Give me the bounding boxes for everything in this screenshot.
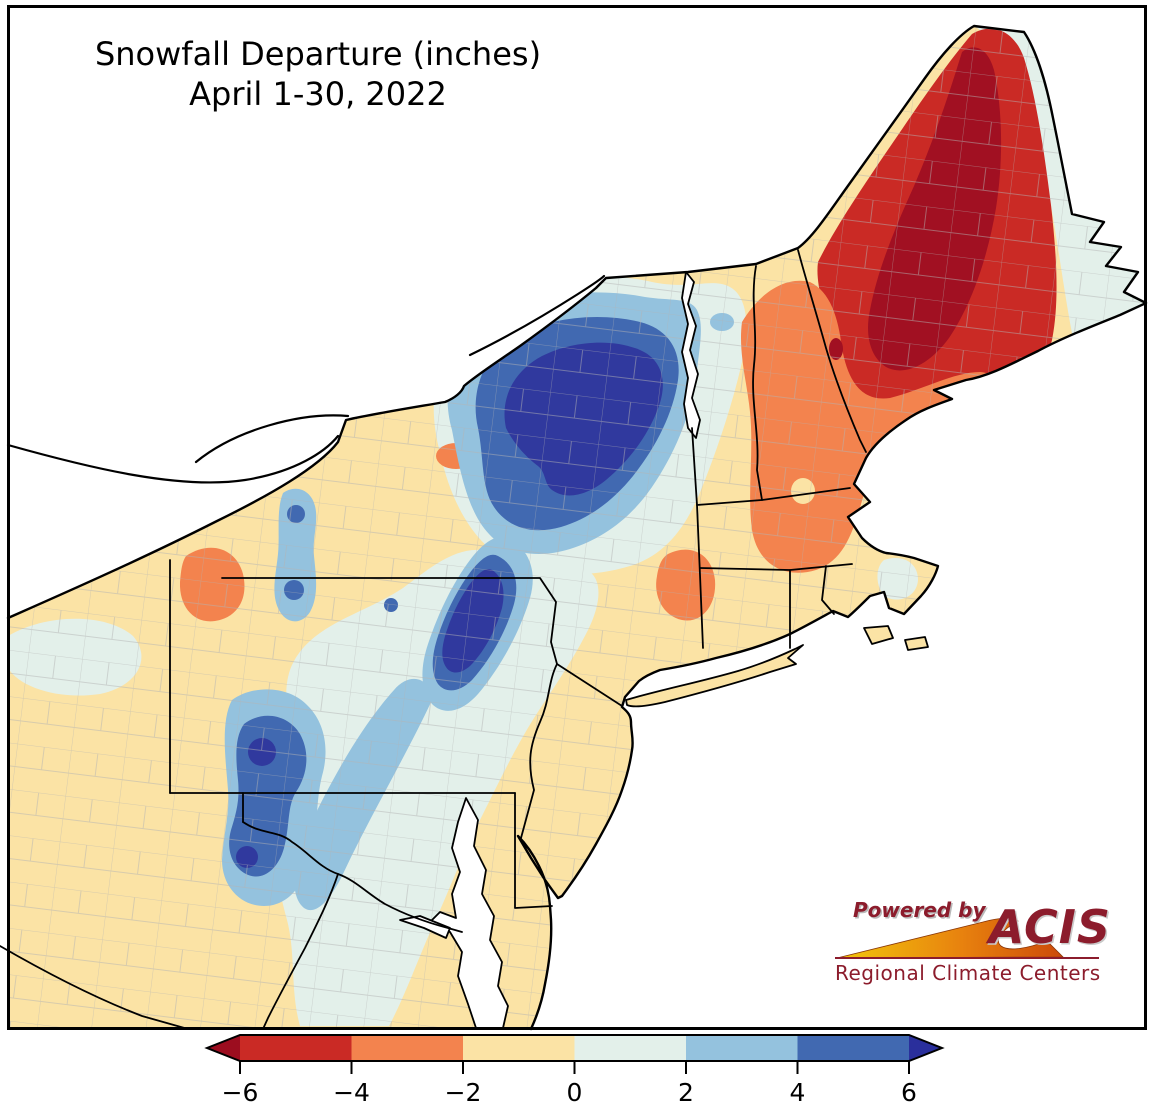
colorbar-tick-label: 6 [901,1078,917,1107]
coastline [6,24,1148,1031]
colorbar-segment [240,1035,352,1061]
colorbar-segment [463,1035,575,1061]
colorbar-segment [686,1035,798,1061]
acis-swoosh-icon [836,917,1064,959]
nantucket [904,636,929,651]
acis-logo: Powered by ACIS Regional Climate Centers [833,898,1111,988]
lake-champlain [681,271,701,439]
colorbar-segment [797,1035,909,1061]
contour-field [8,26,1146,1029]
colorbar-segment [351,1035,463,1061]
title-line2: April 1-30, 2022 [189,75,447,113]
county-borders-texture [8,26,1146,1029]
colorbar-tick-label: 4 [790,1078,806,1107]
colorbar-tick-label: −4 [333,1078,370,1107]
colorbar: −6 −4 −2 0 2 4 6 [195,1033,950,1111]
map-frame [7,5,1147,1030]
logo-subtitle: Regional Climate Centers [835,961,1101,985]
long-island [625,644,804,708]
colorbar-tick-label: 2 [678,1078,694,1107]
title-line1: Snowfall Departure (inches) [94,35,542,73]
colorbar-svg: −6 −4 −2 0 2 4 6 [204,1034,945,1107]
chesapeake-bay [427,797,509,1029]
colorbar-tick-label: 0 [567,1078,583,1107]
colorbar-tick-label: −6 [222,1078,259,1107]
logo-powered-by: Powered by [853,898,986,922]
colorbar-tick-label: −2 [445,1078,482,1107]
logo-baseline-rule [835,957,1099,959]
state-borders [0,249,867,1030]
canada-shorelines [6,274,606,484]
logo-acis-wordmark: ACIS [988,900,1111,954]
marthas-vineyard [863,625,894,645]
map-title: Snowfall Departure (inches) April 1-30, … [8,34,628,114]
colorbar-segment [574,1035,686,1061]
colorbar-under-arrow [207,1035,240,1061]
potomac-branch [399,915,451,939]
colorbar-over-arrow [909,1035,942,1061]
